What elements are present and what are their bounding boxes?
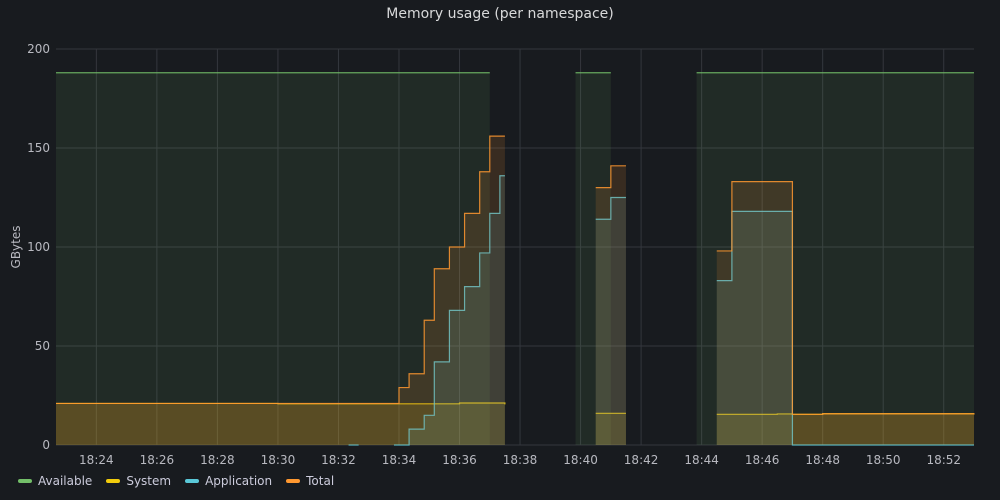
- x-tick-label: 18:24: [79, 453, 114, 467]
- legend-item-total[interactable]: Total: [286, 474, 334, 488]
- x-tick-label: 18:38: [503, 453, 538, 467]
- y-tick-label: 150: [27, 141, 50, 155]
- series-system-area: [716, 413, 974, 445]
- y-tick-label: 200: [27, 42, 50, 56]
- legend-item-available[interactable]: Available: [18, 474, 92, 488]
- legend-swatch: [185, 479, 200, 483]
- y-tick-label: 100: [27, 240, 50, 254]
- legend-swatch: [106, 479, 121, 483]
- series-application-line: [716, 210, 974, 446]
- x-tick-label: 18:28: [200, 453, 235, 467]
- x-tick-label: 18:50: [866, 453, 901, 467]
- legend-swatch: [286, 479, 301, 483]
- legend-label: Available: [38, 474, 93, 488]
- x-tick-label: 18:48: [805, 453, 840, 467]
- legend-label: System: [126, 474, 172, 488]
- series-application-area: [595, 197, 626, 445]
- series-available-area: [575, 72, 611, 445]
- y-axis-label: GBytes: [9, 226, 23, 269]
- y-tick-label: 50: [35, 339, 50, 353]
- series-available-area: [696, 72, 974, 445]
- series-total-area: [595, 165, 626, 445]
- legend-item-system[interactable]: System: [106, 474, 171, 488]
- legend-item-application[interactable]: Application: [185, 474, 272, 488]
- series-total-line: [595, 165, 626, 189]
- series-system-area: [595, 413, 626, 445]
- x-tick-label: 18:34: [382, 453, 417, 467]
- x-tick-label: 18:40: [563, 453, 598, 467]
- series-total-area: [716, 181, 974, 445]
- legend-label: Total: [306, 474, 335, 488]
- series-total-line: [56, 135, 505, 405]
- x-tick-label: 18:26: [140, 453, 175, 467]
- series-total-area: [56, 136, 505, 445]
- x-tick-label: 18:52: [926, 453, 961, 467]
- series-total-line: [716, 181, 975, 415]
- legend: Available System Application Total: [18, 474, 334, 488]
- x-tick-label: 18:36: [442, 453, 477, 467]
- series-application-line: [393, 175, 505, 446]
- x-tick-label: 18:30: [261, 453, 296, 467]
- x-tick-label: 18:42: [624, 453, 659, 467]
- series-application-line: [595, 196, 626, 220]
- y-tick-label: 0: [42, 438, 50, 452]
- series-system-area: [56, 403, 505, 445]
- x-tick-label: 18:32: [321, 453, 356, 467]
- panel-title: Memory usage (per namespace): [386, 6, 614, 22]
- x-tick-label: 18:46: [745, 453, 780, 467]
- legend-swatch: [18, 479, 32, 483]
- chart: 0 50 100 150 200 18:24 18:26 18:28 18:30 18:32 18:…: [9, 42, 975, 467]
- series-available-area: [56, 72, 490, 445]
- legend-label: Application: [205, 474, 273, 488]
- x-tick-label: 18:44: [684, 453, 719, 467]
- series-application-area: [716, 211, 974, 445]
